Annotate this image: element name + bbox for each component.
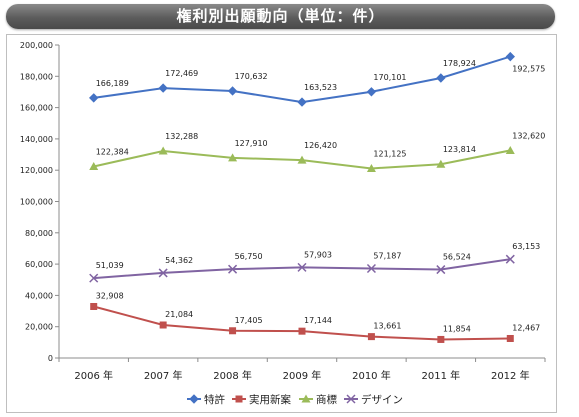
y-tick-label: 200,000	[20, 41, 53, 50]
data-label: 126,420	[304, 141, 337, 150]
data-label: 54,362	[165, 256, 193, 265]
data-labels: 166,189 172,469 170,632 163,523 170,101 178,9…	[96, 59, 546, 333]
triangle-marker	[366, 163, 376, 172]
y-tick-label: 100,000	[20, 198, 53, 207]
x-tick-label: 2006 年	[74, 369, 113, 382]
x-tick-label: 2011 年	[422, 369, 461, 382]
x-tick-label: 2009 年	[283, 369, 322, 382]
data-label: 13,661	[373, 322, 401, 331]
x-marker	[228, 264, 238, 274]
y-tick-label: 60,000	[25, 260, 53, 269]
data-label: 192,575	[512, 65, 545, 74]
diamond-marker	[366, 87, 377, 97]
legend-item: デザイン	[344, 393, 403, 406]
triangle-marker	[505, 145, 515, 154]
x-marker	[505, 254, 515, 264]
data-label: 63,153	[512, 242, 540, 251]
triangle-marker	[158, 146, 168, 155]
data-label: 123,814	[443, 145, 476, 154]
y-tick-label: 160,000	[20, 104, 53, 113]
chart-frame: 0 20,000 40,000 60,000 80,000 100,000 120,000 1…	[6, 34, 557, 413]
x-tick-label: 2010 年	[352, 369, 391, 382]
y-tick-label: 80,000	[25, 229, 53, 238]
diamond-marker	[89, 93, 99, 103]
triangle-marker	[89, 161, 99, 170]
data-label: 21,084	[165, 310, 193, 319]
square-marker	[506, 334, 514, 342]
chart-title: 権利別出願動向（単位：件）	[176, 7, 385, 25]
x-tick-label: 2007 年	[144, 369, 183, 382]
y-tick-label: 120,000	[20, 166, 53, 175]
legend-label: 特許	[204, 393, 225, 406]
diamond-marker	[189, 394, 199, 404]
data-label: 170,632	[235, 72, 268, 81]
x-marker	[346, 394, 356, 404]
legend-item: 特許	[187, 393, 225, 406]
data-label: 132,620	[512, 131, 545, 140]
diamond-marker	[158, 83, 168, 93]
square-marker	[437, 335, 445, 343]
data-label: 57,903	[304, 250, 332, 259]
data-label: 172,469	[165, 69, 198, 78]
series-2	[89, 145, 515, 172]
diamond-marker	[436, 73, 446, 83]
square-marker	[235, 395, 243, 403]
series-layer	[89, 51, 515, 343]
y-tick-label: 0	[48, 354, 53, 363]
triangle-marker	[436, 159, 446, 168]
data-label: 121,125	[373, 149, 406, 158]
legend-item: 実用新案	[232, 393, 291, 406]
legend-label: デザイン	[361, 393, 403, 406]
legend: 特許 実用新案 商標 デザイン	[187, 393, 403, 406]
data-label: 57,187	[373, 252, 401, 261]
data-label: 122,384	[96, 147, 129, 156]
x-marker	[89, 273, 99, 283]
triangle-marker	[228, 153, 238, 162]
x-tick-label: 2012 年	[491, 369, 530, 382]
square-marker	[367, 333, 375, 341]
series-3	[89, 254, 515, 283]
square-marker	[90, 302, 98, 310]
x-marker	[366, 263, 376, 274]
axes: 0 20,000 40,000 60,000 80,000 100,000 120,000 1…	[20, 41, 546, 382]
x-tick-label: 2008 年	[213, 369, 252, 382]
diamond-marker	[505, 51, 515, 62]
legend-label: 商標	[316, 393, 337, 406]
series-line	[93, 258, 511, 280]
x-marker	[158, 268, 168, 278]
y-tick-label: 180,000	[20, 72, 53, 81]
data-label: 132,288	[165, 132, 198, 141]
square-marker	[298, 327, 306, 335]
series-1	[90, 302, 514, 343]
x-marker	[436, 265, 446, 275]
line-chart: 0 20,000 40,000 60,000 80,000 100,000 120,000 1…	[20, 41, 546, 406]
legend-item: 商標	[299, 393, 337, 406]
data-label: 170,101	[373, 73, 406, 82]
diamond-marker	[227, 86, 238, 96]
square-marker	[229, 327, 237, 335]
data-label: 11,854	[443, 324, 471, 333]
data-label: 127,910	[235, 139, 268, 148]
triangle-marker	[297, 155, 307, 164]
triangle-marker	[301, 394, 311, 403]
y-tick-label: 140,000	[20, 135, 53, 144]
y-tick-label: 40,000	[25, 291, 53, 300]
data-label: 163,523	[304, 83, 337, 92]
chart-title-banner: 権利別出願動向（単位：件）	[6, 4, 555, 29]
data-label: 56,750	[235, 252, 263, 261]
data-label: 17,405	[235, 316, 263, 325]
y-tick-label: 20,000	[25, 323, 53, 332]
data-label: 17,144	[304, 316, 332, 325]
data-label: 56,524	[443, 253, 471, 262]
series-0	[89, 51, 515, 107]
data-label: 12,467	[512, 323, 540, 332]
square-marker	[159, 321, 167, 329]
data-label: 51,039	[96, 261, 124, 270]
legend-label: 実用新案	[249, 393, 291, 406]
data-label: 178,924	[443, 59, 476, 68]
data-label: 166,189	[96, 79, 129, 88]
x-marker	[297, 262, 307, 272]
data-label: 32,908	[96, 291, 124, 300]
diamond-marker	[297, 97, 307, 107]
